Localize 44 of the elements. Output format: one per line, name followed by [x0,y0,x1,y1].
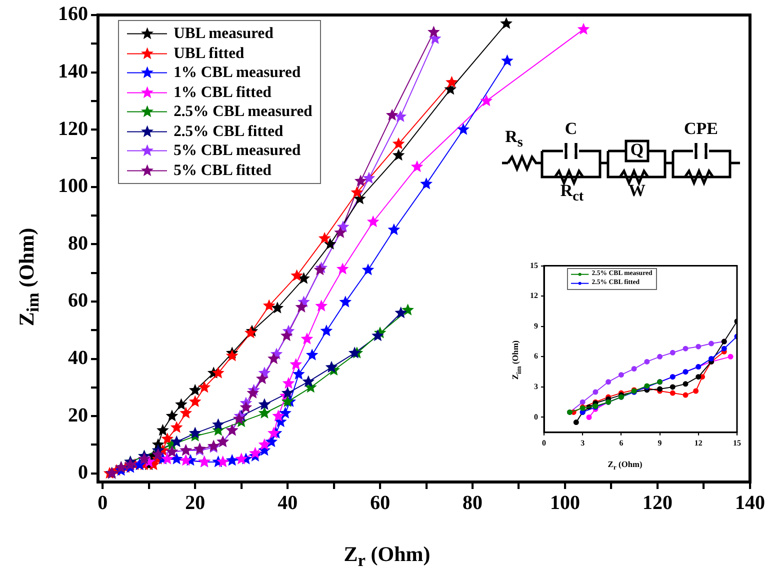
x-tick-label: 3 [580,438,585,448]
y-tick-label: 60 [68,290,88,312]
y-tick-label: 40 [68,346,88,369]
x-tick-label: 40 [278,492,298,514]
x-tick-label: 0 [98,492,108,514]
annotation: CPE [684,119,718,139]
y-tick-label: 15 [530,260,538,270]
y-tick-label: 3 [534,382,538,392]
x-tick-label: 6 [619,438,624,448]
legend-label: 2.5% CBL measured [174,102,312,122]
annotation: W [628,181,646,201]
y-tick-label: 100 [58,175,88,198]
legend-label: UBL fitted [174,44,244,64]
x-tick-label: 12 [694,438,702,448]
legend-label: UBL measured [174,24,274,44]
legend-label: 5% CBL measured [174,141,301,161]
y-tick-label: 20 [68,404,88,426]
legend-label: 1% CBL measured [174,63,301,83]
legend-label: 5% CBL fitted [174,160,272,180]
legend-label: 2.5% CBL fitted [174,122,284,142]
y-tick-label: 160 [58,3,88,26]
x-tick-label: 100 [550,492,580,514]
y-tick-label: 120 [58,118,88,140]
x-tick-label: 9 [658,438,662,448]
annotation: R$_{ct}$ [560,181,584,206]
x-tick-label: 60 [370,492,390,514]
annotation: C [564,119,578,139]
x-axis-title: Z$_{r}$ (Ohm) [342,542,432,571]
y-tick-label: 9 [534,321,538,330]
x-tick-label: 15 [733,438,741,448]
annotation: R$_{s}$ [505,127,523,152]
y-tick-label: 12 [530,291,538,300]
y-tick-label: 0 [534,412,538,422]
x-axis-title: Z$_{r}$ (Ohm) [606,460,644,472]
legend-label: 1% CBL fitted [174,82,272,102]
x-tick-label: 120 [642,492,673,514]
x-tick-label: 140 [735,492,765,514]
y-tick-label: 140 [58,60,88,82]
x-tick-label: 80 [462,492,483,514]
y-tick-label: 0 [78,462,88,484]
x-tick-label: 20 [185,492,206,514]
x-tick-label: 0 [542,438,546,448]
y-tick-label: 6 [534,352,538,361]
y-tick-label: 80 [68,232,88,254]
